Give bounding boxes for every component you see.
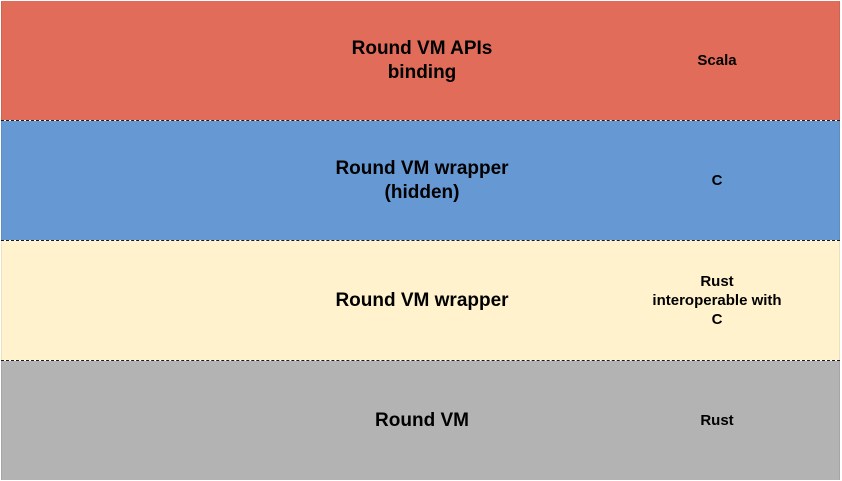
- layer-name: Round VM APIs binding: [351, 37, 493, 83]
- layer-name: Round VM: [375, 409, 469, 431]
- dashed-divider: [1, 240, 840, 241]
- layer-vm-wrapper: Round VM wrapper Rust interoperable with…: [1, 241, 840, 360]
- layer-language: Scala: [697, 52, 737, 69]
- layer-apis-binding: Round VM APIs binding Scala: [1, 1, 840, 120]
- layer-language: Rust interoperable with C: [652, 273, 782, 328]
- dashed-divider: [1, 120, 840, 121]
- layer-vm-wrapper-hidden: Round VM wrapper (hidden) C: [1, 121, 840, 240]
- layer-language: C: [711, 172, 723, 189]
- layer-name: Round VM wrapper (hidden): [335, 157, 509, 203]
- layer-round-vm: Round VM Rust: [1, 361, 840, 480]
- dashed-divider: [1, 360, 840, 361]
- layer-language: Rust: [700, 412, 734, 429]
- layer-name: Round VM wrapper: [335, 289, 509, 311]
